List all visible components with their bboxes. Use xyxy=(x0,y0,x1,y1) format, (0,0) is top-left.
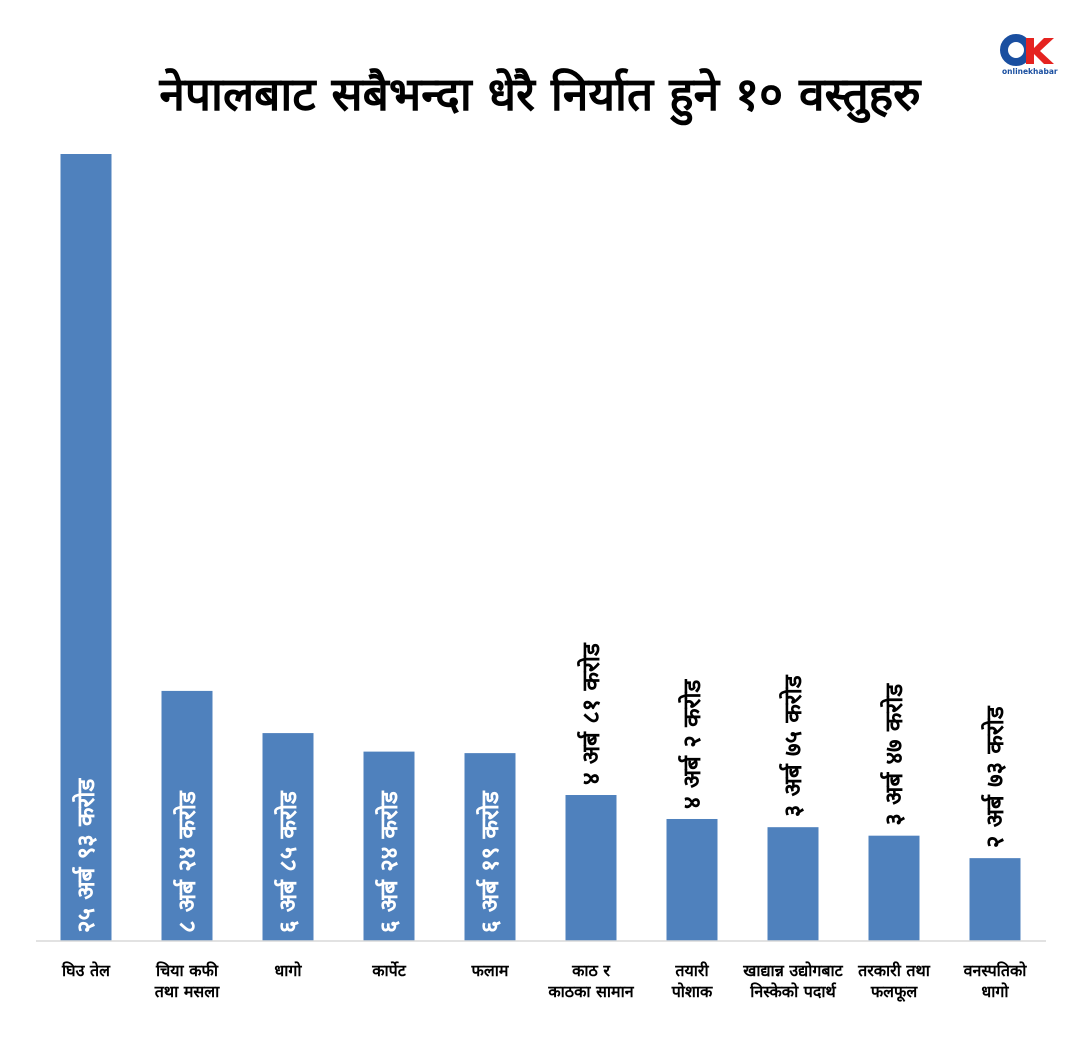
logo-k-icon xyxy=(1026,38,1054,64)
value-label-3: ६ अर्ब ८५ करोड xyxy=(274,790,302,933)
onlinekhabar-logo: onlinekhabar xyxy=(1000,34,1060,78)
bar-9 xyxy=(868,835,920,941)
value-label-10: २ अर्ब ७३ करोड xyxy=(981,705,1009,848)
category-label-5: फलाम xyxy=(471,961,510,980)
category-label-6: काठ र काठका सामान xyxy=(547,961,634,1001)
category-label-9: तरकारी तथा फलफूल xyxy=(857,961,931,1002)
value-label-9: ३ अर्ब ४७ करोड xyxy=(880,683,908,826)
bar-2 xyxy=(161,690,213,941)
category-label-10: वनस्पतिको धागो xyxy=(963,961,1028,1001)
value-label-7: ४ अर्ब २ करोड xyxy=(678,678,706,809)
bar-3 xyxy=(262,733,314,941)
bar-6 xyxy=(565,795,617,941)
bar-8 xyxy=(767,827,819,941)
category-label-7: तयारी पोशाक xyxy=(671,961,713,1001)
bar-5 xyxy=(464,753,516,941)
bar-10 xyxy=(969,858,1021,941)
category-label-3: धागो xyxy=(274,961,302,980)
bar-1 xyxy=(60,154,112,941)
value-label-5: ६ अर्ब १९ करोड xyxy=(476,790,504,933)
chart-title: नेपालबाट सबैभन्दा धेरै निर्यात हुने १० व… xyxy=(159,67,921,121)
category-label-2: चिया कफी तथा मसला xyxy=(154,961,220,1001)
value-label-8: ३ अर्ब ७५ करोड xyxy=(779,674,807,817)
category-label-8: खाद्यान्न उद्योगबाट निस्केको पदार्थ xyxy=(742,961,843,1001)
logo-text: onlinekhabar xyxy=(1002,67,1058,76)
bar-4 xyxy=(363,751,415,941)
value-label-2: ८ अर्ब २४ करोड xyxy=(173,790,201,933)
category-label-4: कार्पेट xyxy=(371,961,407,980)
value-label-4: ६ अर्ब २४ करोड xyxy=(375,790,403,933)
value-label-1: २५ अर्ब ९३ करोड xyxy=(72,778,100,933)
bar-7 xyxy=(666,818,718,941)
category-label-1: घिउ तेल xyxy=(61,961,111,980)
value-label-6: ४ अर्ब ८१ करोड xyxy=(577,642,605,785)
